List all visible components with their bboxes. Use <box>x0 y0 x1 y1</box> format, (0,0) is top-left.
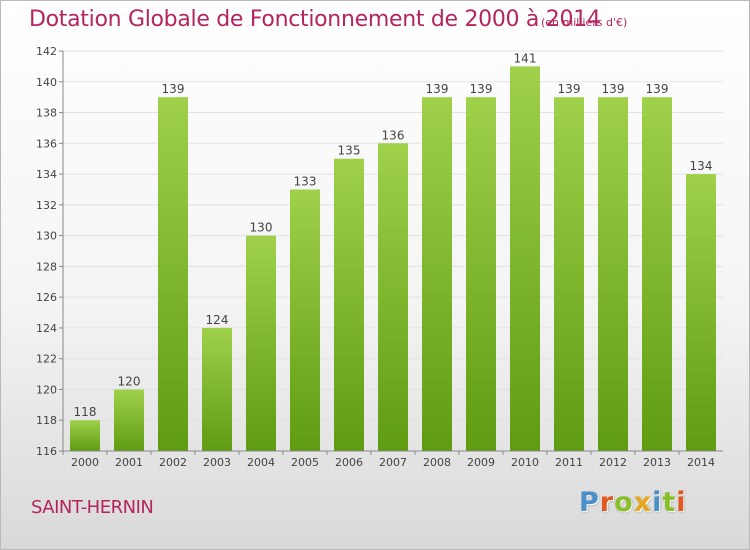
logo-letter: P <box>579 487 600 518</box>
x-tick-label-2006: 2006 <box>335 456 363 469</box>
data-label-2005: 133 <box>294 174 317 188</box>
x-tick-label-2008: 2008 <box>423 456 451 469</box>
bar-2000 <box>70 420 100 451</box>
y-tick-label: 116 <box>36 445 57 458</box>
logo-letter: o <box>614 487 634 518</box>
bar-2013 <box>642 97 672 452</box>
data-label-2013: 139 <box>646 82 669 96</box>
x-tick-label-2012: 2012 <box>599 456 627 469</box>
proxiti-logo: Proxiti <box>579 487 687 518</box>
data-label-2007: 136 <box>382 128 405 142</box>
bar-2004 <box>246 235 276 451</box>
bar-2008 <box>422 97 452 452</box>
bar-2005 <box>290 189 320 451</box>
city-name: SAINT-HERNIN <box>31 497 154 518</box>
x-tick-label-2002: 2002 <box>159 456 187 469</box>
data-label-2010: 141 <box>514 51 537 65</box>
data-label-2009: 139 <box>470 82 493 96</box>
data-label-2012: 139 <box>602 82 625 96</box>
logo-letter: r <box>599 487 615 518</box>
y-tick-label: 118 <box>36 414 57 427</box>
bar-2014 <box>686 174 716 452</box>
logo-letter: i <box>652 487 663 518</box>
x-tick-label-2005: 2005 <box>291 456 319 469</box>
bar-2009 <box>466 97 496 452</box>
data-label-2008: 139 <box>426 82 449 96</box>
bar-2011 <box>554 97 584 452</box>
y-tick-label: 132 <box>36 199 57 212</box>
x-tick-label-2014: 2014 <box>687 456 715 469</box>
data-label-2002: 139 <box>162 82 185 96</box>
data-label-2011: 139 <box>558 82 581 96</box>
x-axis-ticks: 2000 2001 2002 2003 2004 2005 2006 2007 2008 2009… <box>62 451 715 469</box>
y-tick-label: 136 <box>36 137 57 150</box>
data-label-2004: 130 <box>250 221 273 235</box>
x-tick-label-2007: 2007 <box>379 456 407 469</box>
y-tick-label: 138 <box>36 107 57 120</box>
logo-letter: i <box>676 487 687 518</box>
data-label-2003: 124 <box>206 313 229 327</box>
bar-2012 <box>598 97 628 452</box>
x-tick-label-2013: 2013 <box>643 456 671 469</box>
x-tick-label-2009: 2009 <box>467 456 495 469</box>
bars: 118 120 139 124 130 133 135 136 139 139 141 139 139 1… <box>70 51 716 452</box>
x-tick-label-2003: 2003 <box>203 456 231 469</box>
y-tick-label: 142 <box>36 45 57 58</box>
x-tick-label-2000: 2000 <box>71 456 99 469</box>
chart-title: Dotation Globale de Fonctionnement de 20… <box>29 7 601 32</box>
bar-2001 <box>114 389 144 451</box>
y-tick-label: 140 <box>36 76 57 89</box>
bar-2002 <box>158 97 188 452</box>
y-tick-label: 122 <box>36 353 57 366</box>
x-tick-label-2004: 2004 <box>247 456 275 469</box>
x-tick-label-2011: 2011 <box>555 456 583 469</box>
y-axis-ticks: 116 118 120 122 124 126 128 130 132 134 136 138 140 1… <box>36 45 63 458</box>
x-tick-label-2001: 2001 <box>115 456 143 469</box>
logo-letter: t <box>662 487 677 518</box>
data-label-2000: 118 <box>74 405 97 419</box>
y-tick-label: 130 <box>36 230 57 243</box>
data-label-2006: 135 <box>338 144 361 158</box>
bar-2006 <box>334 158 364 451</box>
y-tick-label: 124 <box>36 322 57 335</box>
y-tick-label: 134 <box>36 168 57 181</box>
data-label-2014: 134 <box>690 159 713 173</box>
x-tick-label-2010: 2010 <box>511 456 539 469</box>
bar-2010 <box>510 66 540 451</box>
y-tick-label: 120 <box>36 383 57 396</box>
y-tick-label: 128 <box>36 260 57 273</box>
bar-2007 <box>378 143 408 452</box>
data-label-2001: 120 <box>118 374 141 388</box>
logo-letter: x <box>633 487 653 518</box>
y-tick-label: 126 <box>36 291 57 304</box>
chart-subtitle: (en milliers d'€) <box>541 16 628 29</box>
bar-2003 <box>202 327 232 451</box>
